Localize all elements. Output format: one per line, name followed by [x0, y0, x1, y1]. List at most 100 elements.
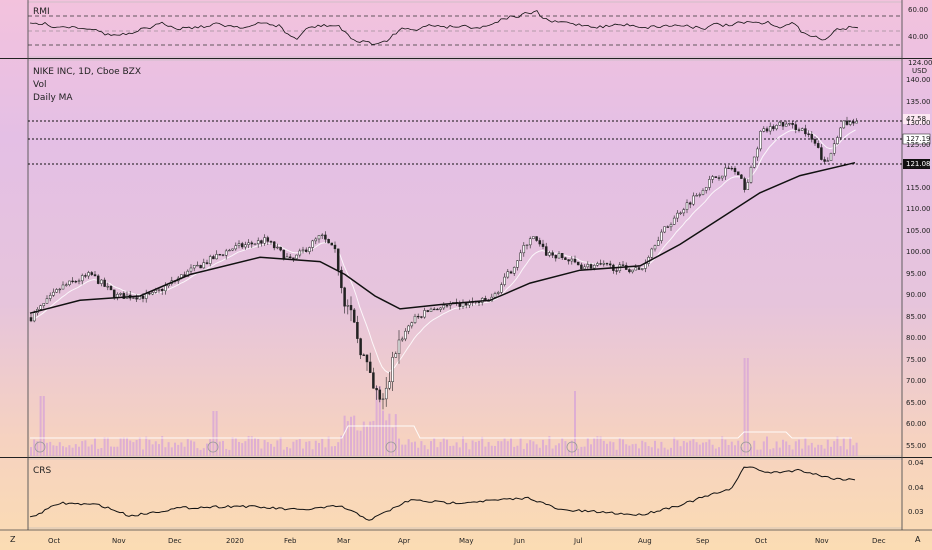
volume-bar — [753, 440, 756, 456]
volume-bar — [734, 445, 736, 456]
candle-body — [228, 249, 231, 252]
candle-body — [679, 212, 682, 214]
volume-bar — [36, 441, 39, 456]
candle-body — [45, 298, 49, 304]
volume-bar — [510, 438, 512, 456]
earnings-marker[interactable] — [207, 441, 219, 453]
candle-body — [509, 271, 513, 274]
volume-bar — [535, 444, 538, 456]
candle-body — [208, 256, 212, 264]
volume-bar — [574, 391, 576, 456]
candle-body — [708, 179, 711, 188]
candle-body — [250, 242, 254, 245]
volume-bar — [257, 438, 260, 456]
volume-bar — [567, 449, 570, 456]
price-scale-label: 65.00 — [906, 398, 927, 407]
volume-bar — [97, 448, 100, 456]
candle-body — [237, 243, 241, 246]
candle-body — [493, 293, 497, 298]
candle-body — [87, 272, 90, 277]
volume-bar — [398, 438, 400, 456]
volume-bar — [30, 447, 32, 456]
volume-bar — [695, 442, 698, 456]
volume-bar — [362, 421, 365, 456]
volume-bar — [343, 415, 346, 456]
candle-body — [576, 261, 580, 266]
volume-bar — [449, 445, 452, 456]
volume-bar — [750, 447, 752, 456]
candle-body — [410, 322, 414, 327]
volume-bar — [471, 440, 474, 456]
candle-body — [759, 131, 762, 150]
volume-bar — [705, 442, 708, 456]
candle-body — [292, 257, 295, 259]
candle-body — [221, 254, 225, 256]
volume-bar — [414, 441, 416, 456]
candle-body — [372, 372, 375, 389]
candle-body — [90, 272, 94, 275]
volume-bar — [394, 414, 397, 456]
candle-body — [692, 195, 695, 205]
price-tag-box — [903, 114, 930, 124]
volume-legend[interactable]: Vol — [33, 80, 47, 90]
volume-bar — [785, 441, 788, 456]
candle-body — [378, 389, 382, 400]
crs-line — [29, 466, 856, 521]
earnings-marker[interactable] — [385, 441, 397, 453]
volume-bar — [487, 442, 490, 456]
symbol-title[interactable]: NIKE INC, 1D, Cboe BZX — [33, 67, 142, 77]
earnings-markers[interactable] — [34, 441, 752, 453]
candle-body — [836, 137, 839, 145]
time-axis-label: Sep — [696, 537, 710, 545]
volume-bar — [426, 449, 429, 456]
earnings-marker[interactable] — [740, 441, 752, 453]
volume-bar — [52, 445, 55, 456]
volume-bar — [212, 411, 215, 456]
volume-bar — [590, 444, 592, 456]
volume-bar — [532, 441, 535, 456]
candle-body — [394, 353, 398, 358]
candle-body — [413, 315, 417, 323]
volume-bar — [558, 443, 560, 456]
candle-body — [359, 338, 362, 356]
volume-bar — [174, 442, 176, 456]
earnings-marker[interactable] — [34, 441, 46, 453]
earnings-marker[interactable] — [566, 441, 578, 453]
volume-bar — [190, 440, 192, 456]
time-axis-label: Apr — [398, 537, 411, 545]
volume-bar — [465, 442, 468, 456]
candle-body — [157, 288, 161, 291]
volume-bar — [126, 437, 128, 456]
volume-bar — [417, 447, 420, 456]
volume-bar — [215, 411, 218, 456]
candle-body — [244, 244, 247, 248]
candle-body — [669, 224, 673, 228]
volume-bar — [330, 446, 333, 456]
candle-body — [746, 182, 750, 190]
volume-bar — [359, 430, 362, 456]
volume-bar — [247, 436, 250, 456]
volume-bar — [295, 439, 298, 456]
volume-bar — [273, 446, 276, 456]
candle-body — [477, 301, 481, 304]
candle-body — [730, 167, 734, 170]
candle-body — [119, 293, 122, 295]
price-scale-label: 95.00 — [906, 269, 927, 278]
candle-body — [720, 175, 724, 179]
candle-body — [384, 387, 388, 400]
candle-body — [74, 281, 78, 283]
volume-bar — [366, 426, 368, 456]
ma-legend[interactable]: Daily MA — [33, 93, 73, 103]
candle-body — [583, 266, 586, 270]
volume-bar — [186, 439, 189, 456]
volume-bar — [113, 446, 116, 456]
candle-body — [605, 263, 609, 265]
candle-body — [397, 339, 401, 354]
candle-body — [148, 293, 151, 295]
volume-bar — [538, 447, 541, 456]
candle-body — [298, 250, 302, 256]
volume-bar — [177, 444, 180, 456]
volume-bar — [49, 441, 52, 456]
